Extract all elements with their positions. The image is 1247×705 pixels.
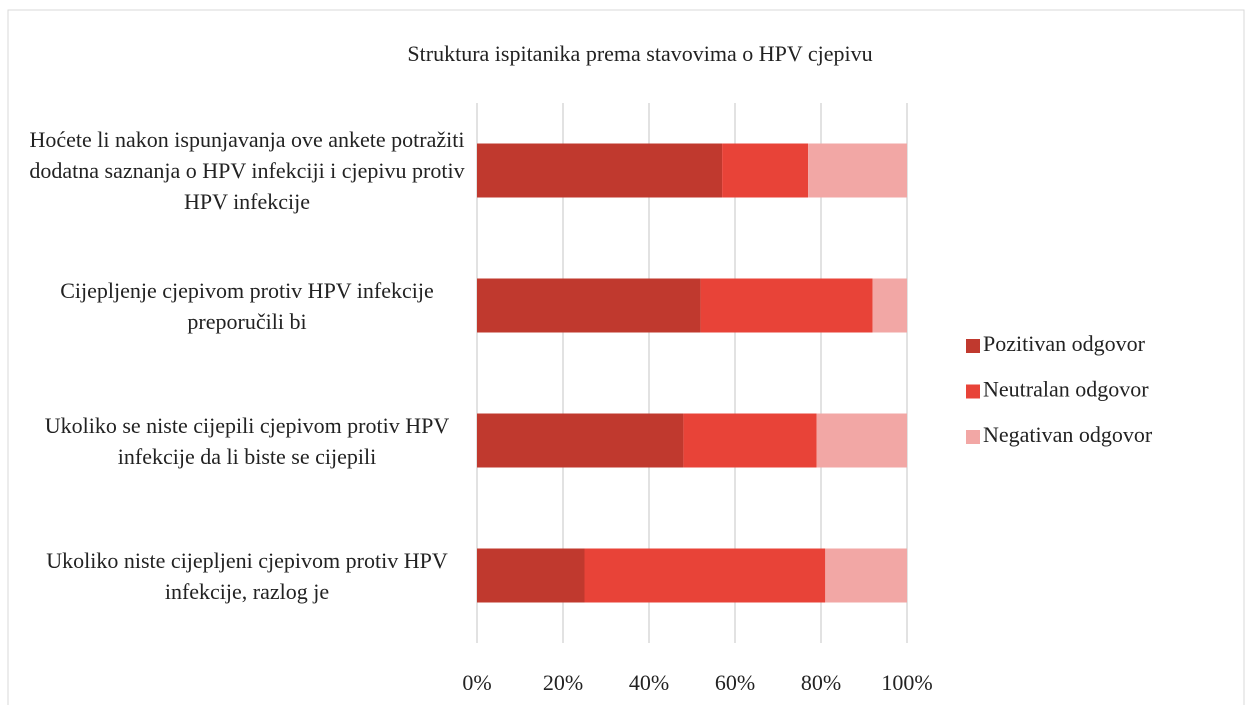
legend-swatch [966, 430, 980, 444]
x-tick-label: 60% [715, 670, 755, 695]
y-tick-label: Ukoliko niste cijepljeni cjepivom protiv… [46, 547, 454, 604]
y-tick-label: Hoćete li nakon ispunjavanja ove ankete … [29, 127, 476, 214]
y-tick-label: Ukoliko se niste cijepili cjepivom proti… [44, 412, 455, 469]
chart-border [7, 9, 1245, 705]
x-tick-label: 100% [881, 670, 932, 695]
bar-segment [700, 278, 873, 333]
legend-label: Negativan odgovor [983, 422, 1153, 447]
legend-swatch [966, 339, 980, 353]
bar-segment [808, 143, 907, 198]
legend-swatch [966, 384, 980, 399]
bar-segment [722, 143, 809, 198]
x-tick-label: 80% [801, 670, 841, 695]
bar-segment [816, 413, 907, 468]
x-tick-label: 0% [462, 670, 491, 695]
chart-title: Struktura ispitanika prema stavovima o H… [407, 41, 872, 66]
bar-segment [872, 278, 907, 333]
legend-label: Pozitivan odgovor [983, 331, 1146, 356]
bar-segment [584, 548, 826, 603]
bar-segment [477, 278, 701, 333]
bar-segment [825, 548, 907, 603]
x-tick-label: 20% [543, 670, 583, 695]
legend-label: Neutralan odgovor [983, 377, 1149, 402]
bar-segment [477, 548, 585, 603]
y-tick-label: Cijepljenje cjepivom protiv HPV infekcij… [60, 277, 440, 334]
bar-segment [477, 143, 723, 198]
bar-segment [683, 413, 817, 468]
x-tick-label: 40% [629, 670, 669, 695]
bar-segment [477, 413, 684, 468]
